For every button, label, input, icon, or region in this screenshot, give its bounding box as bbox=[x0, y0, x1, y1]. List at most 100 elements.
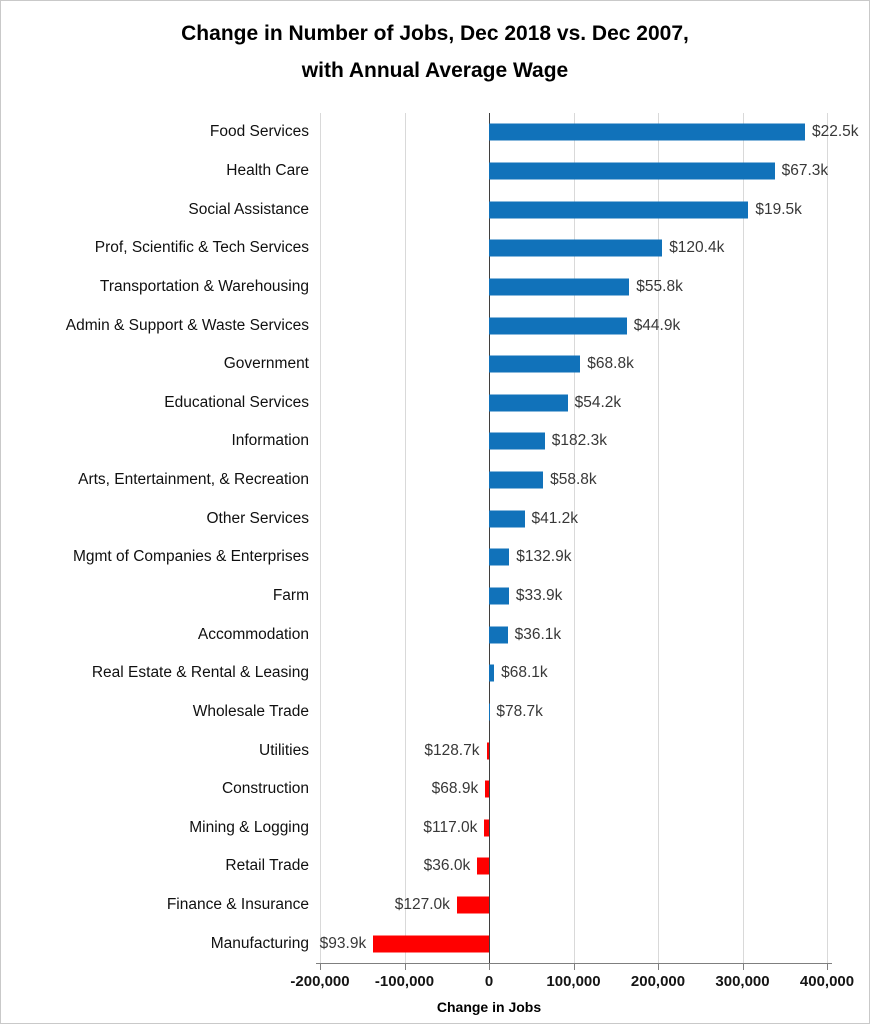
bar-track: $68.8k bbox=[320, 345, 827, 384]
axis-tick bbox=[320, 963, 321, 970]
chart-row: Construction $68.9k bbox=[1, 770, 869, 809]
wage-annotation: $127.0k bbox=[394, 896, 450, 914]
category-label: Manufacturing bbox=[210, 934, 309, 952]
chart-title: Change in Number of Jobs, Dec 2018 vs. D… bbox=[1, 1, 869, 89]
bar-track: $36.1k bbox=[320, 615, 827, 654]
bar-positive bbox=[489, 317, 627, 335]
wage-annotation: $19.5k bbox=[755, 200, 802, 218]
wage-annotation: $55.8k bbox=[636, 277, 683, 295]
bar-track: $132.9k bbox=[320, 538, 827, 577]
bar-positive bbox=[489, 239, 663, 257]
wage-annotation: $22.5k bbox=[812, 123, 859, 141]
wage-annotation: $36.1k bbox=[514, 625, 562, 643]
wage-annotation: $58.8k bbox=[550, 471, 597, 489]
bar-negative bbox=[373, 935, 489, 953]
x-axis: Change in Jobs -200,000 -100,000 0 100,000 2… bbox=[1, 963, 869, 1023]
chart-row: Arts, Entertainment, & Recreation $58.8k bbox=[1, 461, 869, 500]
wage-annotation: $33.9k bbox=[515, 587, 563, 604]
category-label: Admin & Support & Waste Services bbox=[65, 316, 309, 334]
axis-tick bbox=[742, 963, 744, 970]
chart-row: Health Care $67.3k bbox=[1, 152, 869, 191]
category-label: Social Assistance bbox=[188, 200, 309, 218]
axis-tick bbox=[573, 963, 575, 970]
bar-track: $67.3k bbox=[320, 152, 828, 191]
bar-positive bbox=[489, 123, 805, 141]
chart-row: Real Estate & Rental & Leasing $68.1k bbox=[1, 654, 869, 693]
axis-tick bbox=[404, 963, 406, 970]
bar-track: $182.3k bbox=[320, 422, 827, 461]
bar-positive bbox=[489, 626, 508, 644]
bar-track: $93.9k bbox=[320, 924, 827, 963]
bar-track: $128.7k bbox=[320, 731, 827, 770]
wage-annotation: $182.3k bbox=[551, 432, 607, 450]
wage-annotation: $78.7k bbox=[496, 702, 543, 720]
wage-annotation: $68.9k bbox=[431, 780, 479, 798]
category-label: Educational Services bbox=[164, 393, 309, 411]
chart-row: Food Services $22.5k bbox=[1, 113, 869, 152]
category-label: Accommodation bbox=[197, 625, 309, 643]
plot-area: Food Services $22.5k Health Care $67.3k Soci… bbox=[1, 113, 869, 963]
bar-positive bbox=[489, 162, 775, 180]
bar-positive bbox=[489, 201, 749, 219]
category-label: Mining & Logging bbox=[189, 818, 309, 836]
chart-row: Transportation & Warehousing $55.8k bbox=[1, 268, 869, 307]
bar-rows: Food Services $22.5k Health Care $67.3k Soci… bbox=[1, 113, 869, 963]
bar-positive bbox=[489, 664, 495, 682]
category-label: Finance & Insurance bbox=[166, 896, 309, 914]
category-label: Wholesale Trade bbox=[192, 702, 309, 720]
chart-row: Admin & Support & Waste Services $44.9k bbox=[1, 306, 869, 345]
chart-row: Other Services $41.2k bbox=[1, 499, 869, 538]
bar-positive bbox=[489, 587, 509, 605]
bar-track: $19.5k bbox=[320, 190, 827, 229]
axis-tick-label: -100,000 bbox=[374, 973, 435, 990]
category-label: Transportation & Warehousing bbox=[99, 277, 309, 295]
chart-row: Accommodation $36.1k bbox=[1, 615, 869, 654]
gridline bbox=[742, 113, 744, 963]
bar-negative bbox=[456, 896, 489, 914]
gridline bbox=[404, 113, 406, 963]
axis-tick-label: 200,000 bbox=[630, 973, 686, 990]
wage-annotation: $41.2k bbox=[531, 509, 579, 527]
bar-negative bbox=[484, 819, 489, 837]
wage-annotation: $128.7k bbox=[424, 741, 480, 759]
bar-track: $120.4k bbox=[320, 229, 827, 268]
axis-tick-label: 100,000 bbox=[546, 973, 601, 990]
category-label: Food Services bbox=[209, 123, 309, 141]
gridline bbox=[827, 113, 828, 963]
bar-track: $44.9k bbox=[320, 306, 827, 345]
chart-row: Prof, Scientific & Tech Services $120.4k bbox=[1, 229, 869, 268]
chart-row: Information $182.3k bbox=[1, 422, 869, 461]
bar-track: $68.1k bbox=[320, 654, 827, 693]
axis-tick-label: 0 bbox=[484, 973, 494, 990]
wage-annotation: $117.0k bbox=[423, 818, 478, 836]
bar-track: $58.8k bbox=[320, 461, 827, 500]
category-label: Arts, Entertainment, & Recreation bbox=[78, 471, 309, 489]
wage-annotation: $44.9k bbox=[633, 316, 681, 334]
category-label: Health Care bbox=[226, 161, 309, 179]
bar-track: $41.2k bbox=[320, 499, 827, 538]
category-label: Information bbox=[231, 432, 309, 450]
bar-track: $117.0k bbox=[320, 809, 827, 848]
chart-row: Mining & Logging $117.0k bbox=[1, 809, 869, 848]
axis-tick bbox=[827, 963, 828, 970]
bar-track: $55.8k bbox=[320, 268, 827, 307]
category-label: Utilities bbox=[259, 741, 309, 759]
bar-positive bbox=[489, 432, 545, 450]
bar-track: $78.7k bbox=[320, 693, 827, 732]
bar-positive bbox=[489, 355, 581, 373]
bar-positive bbox=[489, 278, 630, 296]
chart-row: Finance & Insurance $127.0k bbox=[1, 886, 869, 925]
category-label: Prof, Scientific & Tech Services bbox=[94, 239, 309, 257]
bar-track: $33.9k bbox=[320, 577, 827, 616]
bar-negative bbox=[486, 742, 489, 760]
gridline bbox=[658, 113, 659, 963]
wage-annotation: $132.9k bbox=[516, 548, 572, 566]
bar-track: $127.0k bbox=[320, 886, 827, 925]
bar-track: $54.2k bbox=[320, 383, 827, 422]
bar-track: $68.9k bbox=[320, 770, 827, 809]
bar-positive bbox=[489, 510, 525, 528]
wage-annotation: $120.4k bbox=[669, 239, 725, 257]
category-label: Mgmt of Companies & Enterprises bbox=[72, 548, 309, 566]
wage-annotation: $54.2k bbox=[574, 393, 622, 411]
wage-annotation: $36.0k bbox=[423, 857, 471, 875]
